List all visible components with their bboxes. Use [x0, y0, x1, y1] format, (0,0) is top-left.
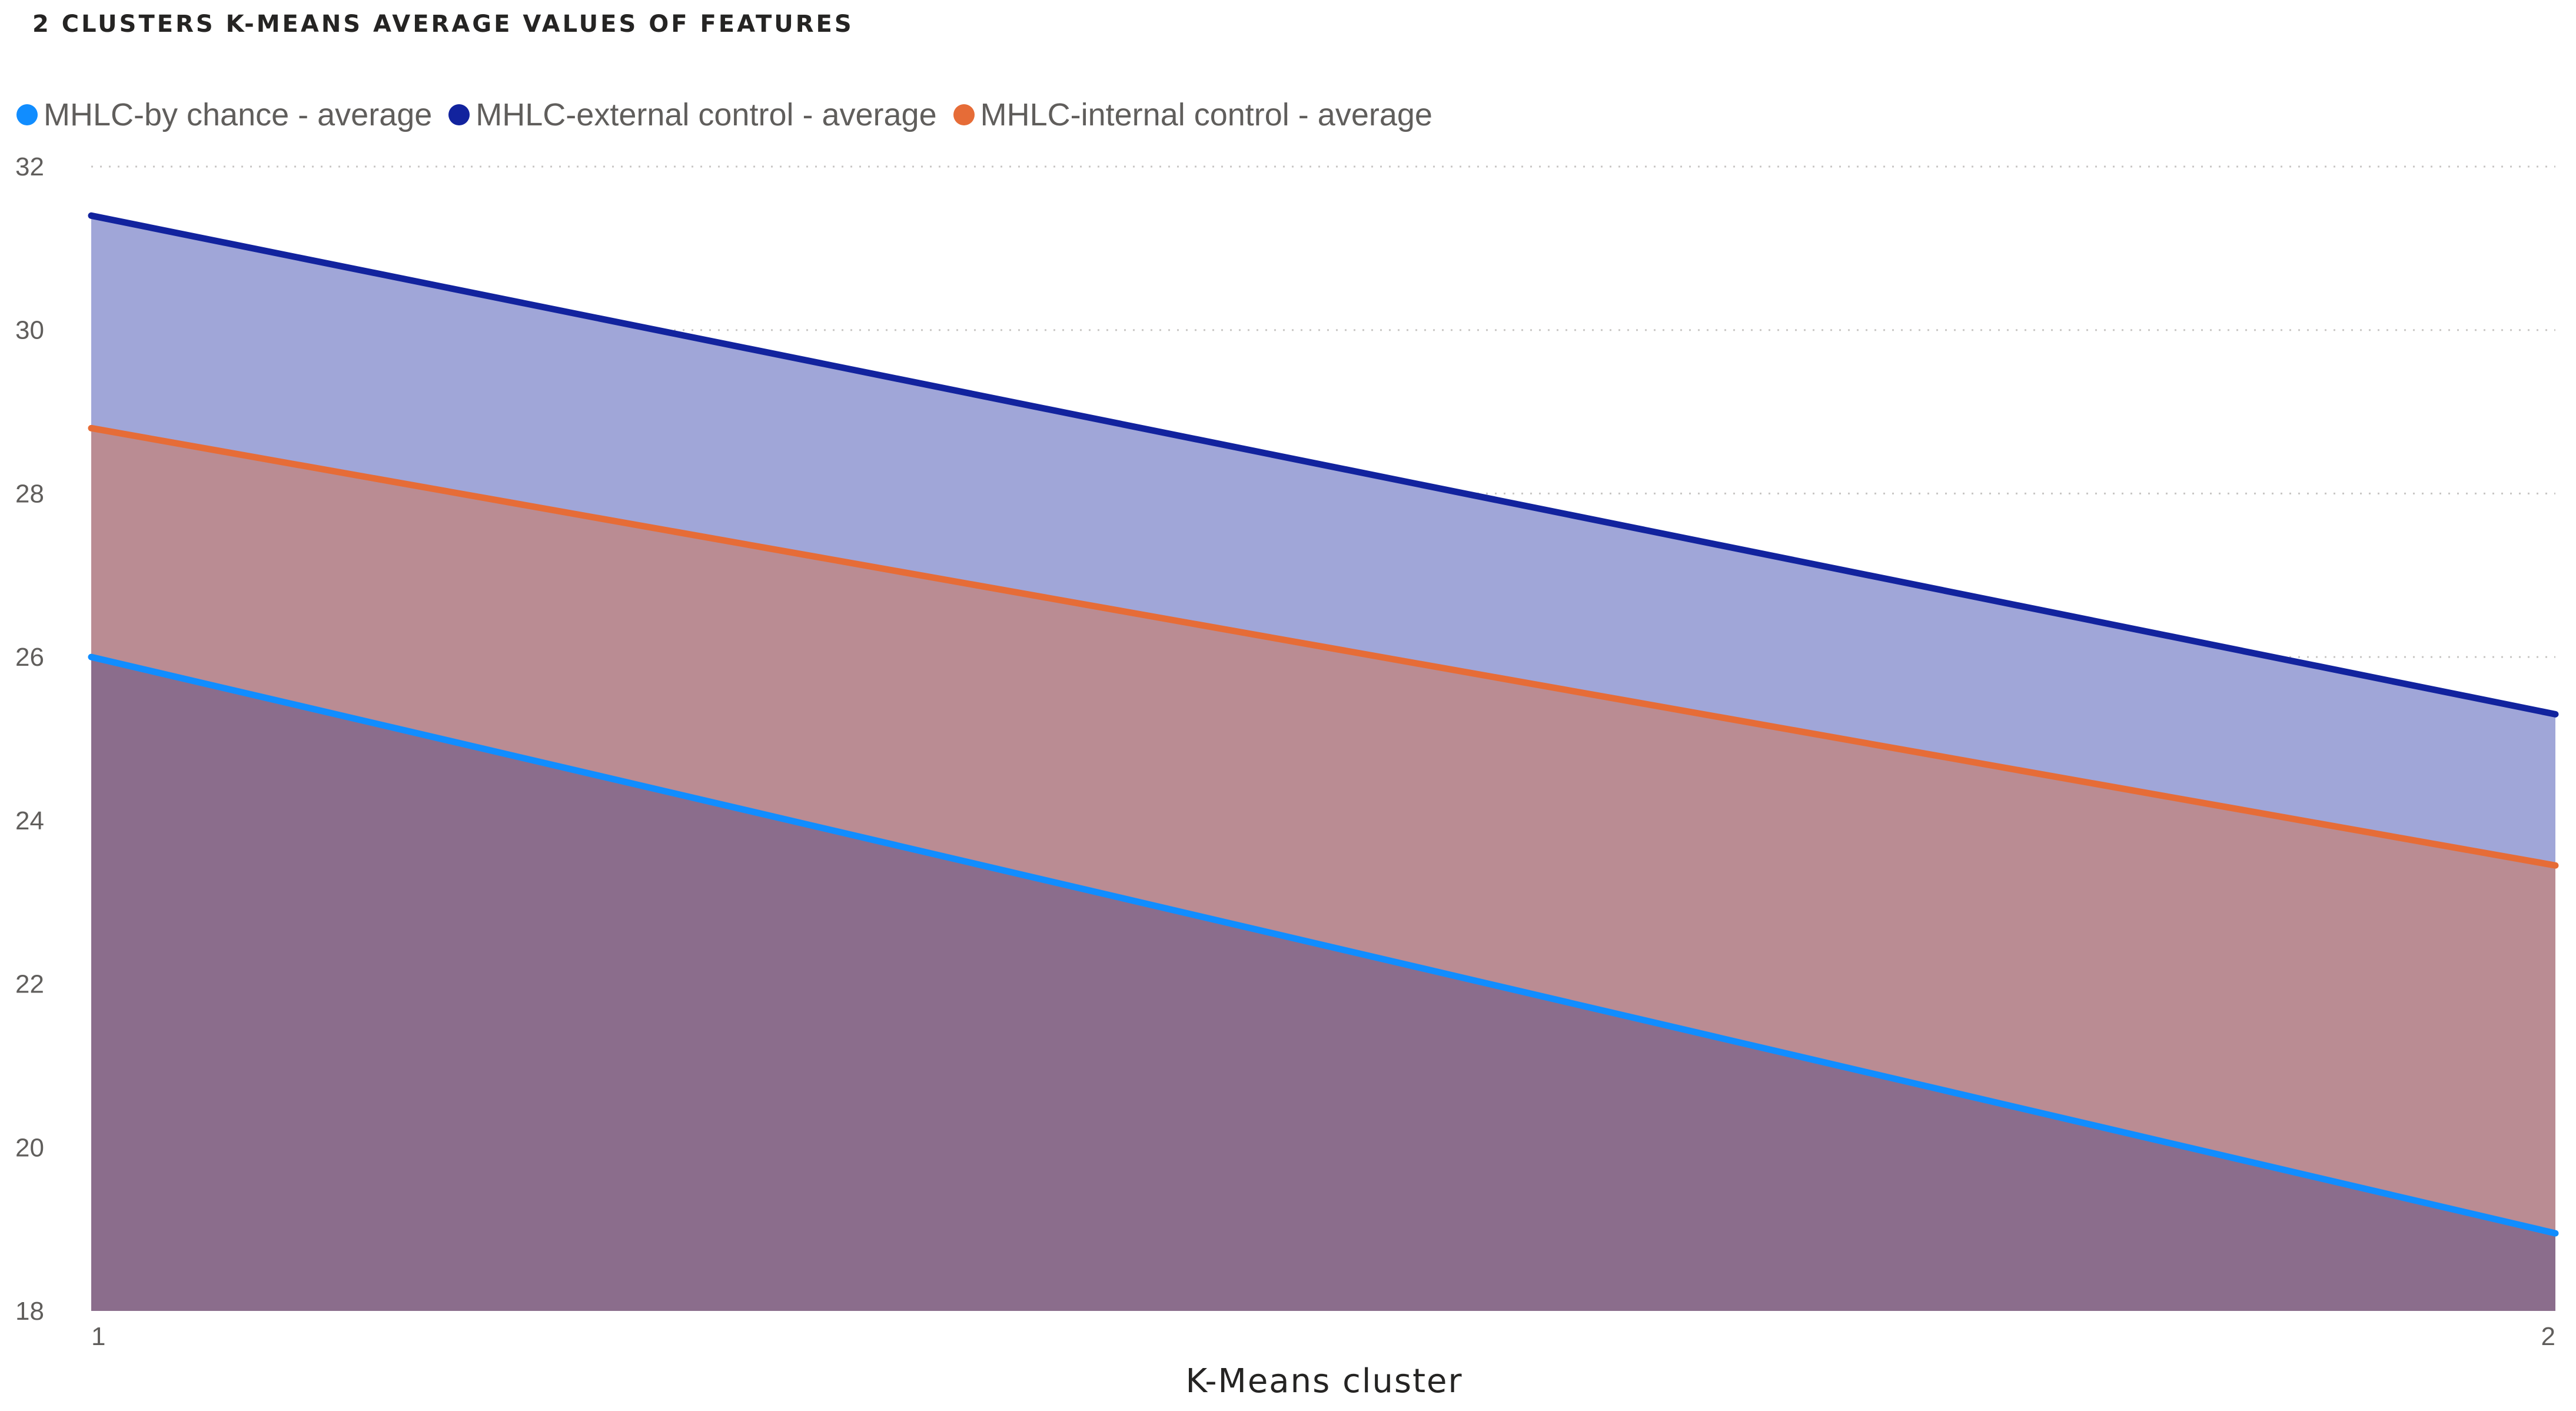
- legend-label-external-control: MHLC-external control - average: [476, 97, 937, 132]
- legend-dot-by-chance: [16, 104, 38, 125]
- legend-dot-external-control: [448, 104, 470, 125]
- legend-item-internal-control[interactable]: MHLC-internal control - average: [953, 97, 1432, 133]
- y-tick-label: 18: [15, 1297, 44, 1326]
- line-mhlc-external-control-average: [88, 212, 2559, 718]
- y-tick-label: 28: [15, 479, 44, 508]
- y-tick-label: 20: [15, 1133, 44, 1162]
- y-tick-label: 30: [15, 316, 44, 345]
- y-axis-ticks: 32 30 28 26 24 22 20 18: [15, 152, 44, 1326]
- legend-item-by-chance[interactable]: MHLC-by chance - average: [16, 97, 432, 133]
- legend: MHLC-by chance - average MHLC-external c…: [16, 94, 1449, 135]
- legend-label-by-chance: MHLC-by chance - average: [44, 97, 433, 132]
- x-axis-title: K-Means cluster: [1185, 1362, 1462, 1400]
- y-tick-label: 26: [15, 643, 44, 672]
- area-mhlc-by-chance-average: [91, 657, 2555, 1311]
- y-tick-label: 32: [15, 152, 44, 181]
- line-mhlc-internal-control-average: [88, 424, 2559, 869]
- series-lines: [88, 212, 2559, 1237]
- y-tick-label: 24: [15, 806, 44, 835]
- y-tick-label: 22: [15, 970, 44, 999]
- x-tick-label: 1: [91, 1322, 105, 1351]
- legend-label-internal-control: MHLC-internal control - average: [980, 97, 1432, 132]
- legend-item-external-control[interactable]: MHLC-external control - average: [448, 97, 937, 133]
- chart-title: 2 CLUSTERS K-MEANS AVERAGE VALUES OF FEA…: [32, 11, 854, 38]
- x-tick-label: 2: [2541, 1322, 2555, 1351]
- legend-dot-internal-control: [953, 104, 975, 125]
- line-mhlc-by-chance-average: [88, 653, 2559, 1237]
